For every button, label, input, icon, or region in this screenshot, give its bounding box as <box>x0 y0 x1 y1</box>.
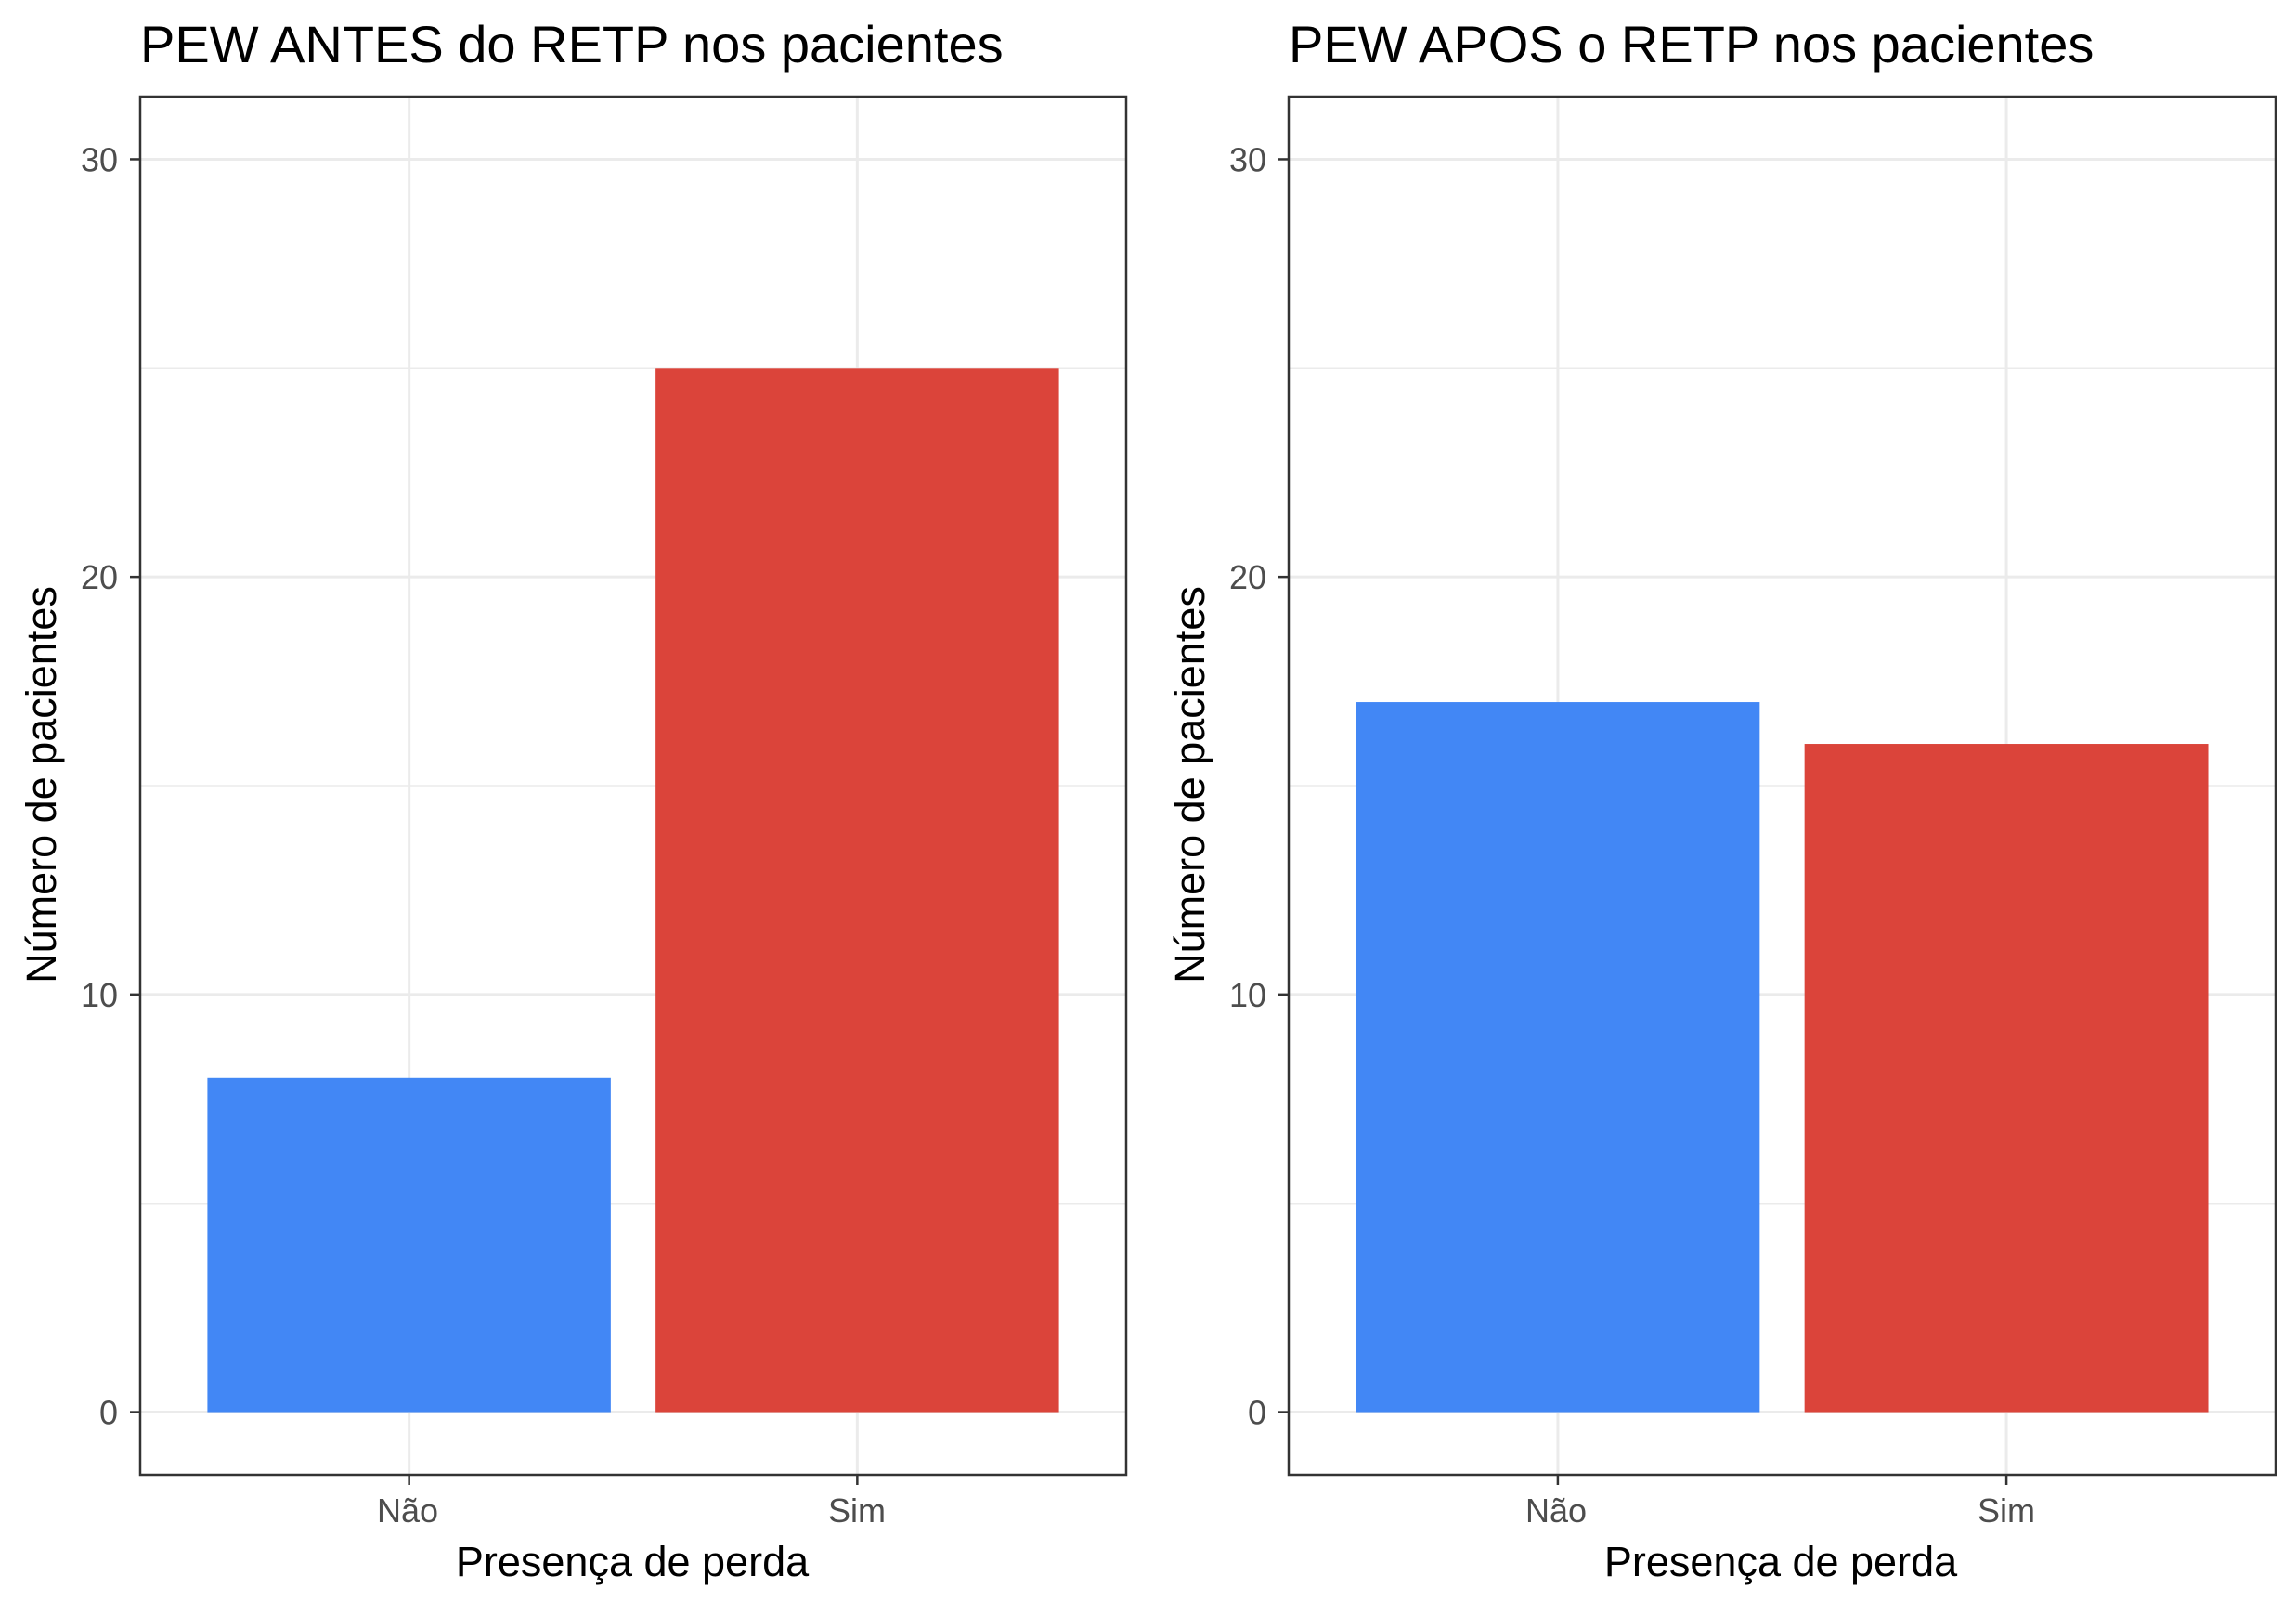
y-tick-label: 0 <box>1248 1394 1266 1432</box>
x-axis-title-before: Presença de perda <box>456 1538 810 1585</box>
chart-title-before: PEW ANTES do RETP nos pacientes <box>140 15 1004 73</box>
y-tick-label: 0 <box>99 1394 118 1432</box>
x-tick-label: Sim <box>1978 1491 2035 1530</box>
bar-sim <box>655 368 1059 1413</box>
y-axis-title-before: Número de pacientes <box>18 586 65 983</box>
x-axis-title-after: Presença de perda <box>1604 1538 1958 1585</box>
bar-sim <box>1804 744 2209 1413</box>
x-tick-label: Sim <box>828 1491 886 1530</box>
y-tick-label: 30 <box>81 140 118 178</box>
panel-after: PEW APOS o RETP nos pacientes Presença d… <box>1166 15 2277 1585</box>
y-tick-label: 30 <box>1229 140 1266 178</box>
y-tick-label: 10 <box>81 976 118 1014</box>
panel-border <box>1287 95 2277 1477</box>
panel-before: PEW ANTES do RETP nos pacientes Presença… <box>18 15 1128 1585</box>
y-axis-title-after: Número de pacientes <box>1166 586 1213 983</box>
y-tick-label: 20 <box>1229 558 1266 596</box>
y-tick-label: 10 <box>1229 976 1266 1014</box>
panel-border <box>138 95 1128 1477</box>
y-tick-label: 20 <box>81 558 118 596</box>
bar-nao <box>207 1077 611 1413</box>
bar-nao <box>1356 702 1760 1413</box>
chart-title-after: PEW APOS o RETP nos pacientes <box>1289 15 2094 73</box>
x-tick-label: Não <box>1525 1491 1587 1530</box>
x-tick-label: Não <box>377 1491 438 1530</box>
